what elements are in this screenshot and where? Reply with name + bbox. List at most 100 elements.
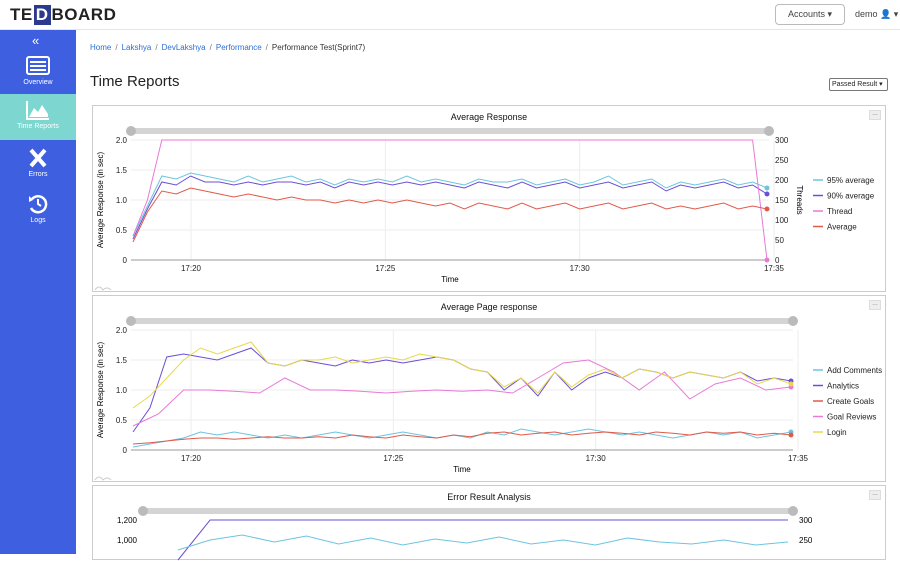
y-tick-label: 1,200 [117,516,138,525]
range-slider-track [131,318,793,324]
y-tick-label: 0.5 [116,226,128,235]
breadcrumb-devlakshya[interactable]: DevLakshya [161,43,206,52]
breadcrumb-performance[interactable]: Performance [215,43,262,52]
y-tick-label: 0 [123,446,128,455]
legend-label: Thread [827,207,852,216]
user-menu[interactable]: demo 👤 ▾ [855,9,899,19]
y-tick-label: 1.0 [116,196,128,205]
panel-menu-button[interactable]: … [869,110,881,120]
logo-text-post: BOARD [51,5,117,24]
y2-tick-label: 250 [799,536,813,545]
y2-tick-label: 300 [775,136,789,145]
sidebar-item-label: Errors [28,171,48,178]
x-tick-label: 17:20 [181,264,202,273]
history-icon [29,194,48,214]
range-slider-handle-left [126,316,136,326]
series-line-95-average [132,172,768,237]
legend-label: 95% average [827,176,875,185]
series-end-marker [764,185,770,191]
series-end-marker [764,206,770,212]
logo-text-box: D [33,5,51,25]
range-slider-handle-right [764,126,774,136]
legend-label: Add Comments [827,366,882,375]
sidebar-item-errors[interactable]: Errors [0,142,76,186]
series-line-90-average [132,175,768,240]
chart-title: Average Page response [440,302,538,312]
x-tick-label: 17:30 [586,454,607,463]
y2-tick-label: 0 [775,256,780,265]
y-axis-label: Average Response (in sec) [96,341,105,438]
y2-tick-label: 100 [775,216,789,225]
breadcrumb: Home / Lakshya / DevLakshya / Performance / Perf… [90,43,366,52]
legend-label: 90% average [827,192,875,201]
range-slider-track [131,128,769,134]
range-slider-track [143,508,793,514]
zoom-navigator-icon [94,476,112,481]
sidebar-item-time-reports[interactable]: Time Reports [0,94,76,140]
y2-tick-label: 200 [775,176,789,185]
breadcrumb-home[interactable]: Home [90,43,112,52]
sidebar-item-label: Logs [30,217,46,224]
breadcrumb-lakshya[interactable]: Lakshya [121,43,152,52]
error-result-chart: 1,000 1,200 250 300 [117,506,813,561]
series-line-add-comments [132,428,792,448]
y2-axis-label: Threads [795,185,804,214]
y2-tick-label: 50 [775,236,784,245]
series-line-login [132,341,792,409]
main-content: Home / Lakshya / DevLakshya / Performance / Perf… [76,30,900,561]
panel-menu-button[interactable]: … [869,490,881,500]
sidebar: « Overview Time Reports Errors Logs [0,30,76,554]
top-bar: TE D BOARD Accounts ▾ demo 👤 ▾ [0,0,900,30]
zoom-navigator-icon [94,286,112,291]
y2-tick-label: 150 [775,196,789,205]
series-line-thread [177,519,788,561]
result-filter-select[interactable]: Passed Result ▾ [829,78,888,91]
series-end-marker [788,432,794,438]
chart-title: Average Response [450,112,528,122]
y-tick-label: 0.5 [116,416,128,425]
sidebar-item-label: Overview [23,79,53,86]
x-tick-label: 17:35 [788,454,809,463]
y2-tick-label: 300 [799,516,813,525]
x-tick-label: 17:25 [383,454,404,463]
collapse-sidebar-icon[interactable]: « [32,33,40,48]
chart-panel-average-response: Average Response … 0 0.5 1.0 1.5 2.0 0 50 100 15… [92,105,886,292]
sidebar-item-overview[interactable]: Overview [0,50,76,94]
series-line-create-goals [132,431,792,445]
series-line-errors [177,534,789,551]
series-line-goal-reviews [132,359,792,427]
chart-title: Error Result Analysis [447,492,531,502]
y-tick-label: 1.5 [116,356,128,365]
accounts-dropdown[interactable]: Accounts ▾ [775,4,845,25]
close-icon [29,148,47,168]
y-tick-label: 2.0 [116,326,128,335]
x-axis-label: Time [453,465,471,474]
logo-text-pre: TE [10,5,33,24]
sidebar-item-label: Time Reports [17,123,59,130]
x-tick-label: 17:35 [764,264,785,273]
x-tick-label: 17:30 [570,264,591,273]
app-logo[interactable]: TE D BOARD [10,5,116,25]
average-page-response-chart: 0 0.5 1.0 1.5 2.0 17:20 17:25 17:30 17:35 Time Ave… [94,316,882,481]
x-axis-label: Time [441,275,459,284]
series-end-marker [764,191,770,197]
page-title: Time Reports [90,73,180,90]
chart-icon [26,101,49,120]
y-tick-label: 2.0 [116,136,128,145]
x-tick-label: 17:20 [181,454,202,463]
legend-label: Average [827,223,857,232]
y-tick-label: 1,000 [117,536,138,545]
range-slider-handle-left [126,126,136,136]
average-response-chart: 0 0.5 1.0 1.5 2.0 0 50 100 150 200 250 300 17:20 17:2… [94,126,875,291]
series-line-thread [132,139,768,261]
sidebar-item-logs[interactable]: Logs [0,188,76,232]
series-end-marker [764,257,770,263]
legend-label: Login [827,428,847,437]
range-slider-handle-right [788,506,798,516]
y-axis-label: Average Response (in sec) [96,151,105,248]
range-slider-handle-right [788,316,798,326]
range-slider-handle-left [138,506,148,516]
panel-menu-button[interactable]: … [869,300,881,310]
y-tick-label: 0 [123,256,128,265]
x-tick-label: 17:25 [375,264,396,273]
